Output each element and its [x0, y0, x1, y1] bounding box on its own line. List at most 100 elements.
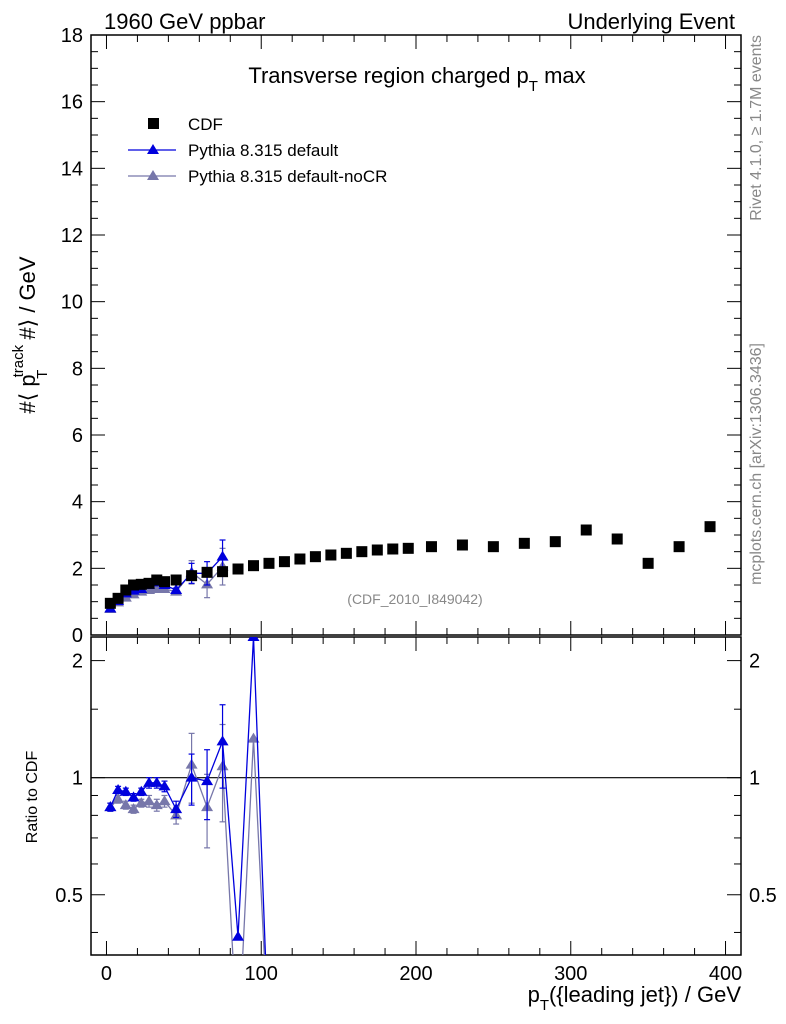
ratio-default-point: [170, 803, 183, 814]
ratio-default-series: [104, 637, 267, 955]
legend-label-nocr: Pythia 8.315 default-noCR: [188, 167, 387, 186]
svg-text:pT({leading jet}) / GeV: pT({leading jet}) / GeV: [528, 982, 742, 1014]
cdf-point: [201, 566, 213, 578]
title-main: Transverse region charged p: [248, 63, 528, 88]
ratio-nocr-point: [247, 732, 260, 743]
cdf-point: [611, 533, 623, 545]
main-y-ticks: 0 2 4 6 8 10 12 14 16 18: [61, 25, 741, 647]
cdf-point: [340, 547, 352, 559]
legend-marker-nocr: [147, 170, 159, 180]
xlabel-post: ({leading jet}) / GeV: [549, 982, 741, 1007]
ratio-nocr-point: [158, 795, 171, 806]
rivet-label: Rivet 4.1.0, ≥ 1.7M events: [748, 35, 765, 221]
cdf-point: [170, 574, 182, 586]
ratio-default-point: [247, 637, 260, 641]
x-tick-label: 300: [554, 963, 587, 985]
header-left: 1960 GeV ppbar: [104, 9, 265, 34]
cdf-point: [151, 574, 163, 586]
x-tick-label: 200: [399, 963, 432, 985]
mcplots-label: mcplots.cern.ch [arXiv:1306.3436]: [748, 343, 765, 585]
cdf-point: [549, 536, 561, 548]
cdf-point: [309, 551, 321, 563]
legend-item-default: Pythia 8.315 default: [128, 141, 339, 160]
cdf-point: [120, 584, 132, 596]
y-tick-label: 12: [61, 225, 83, 247]
legend-marker-default: [147, 144, 159, 154]
legend: CDF Pythia 8.315 default Pythia 8.315 de…: [128, 115, 387, 186]
ratio-default-point: [150, 776, 163, 787]
ratio-nocr-point: [150, 799, 163, 810]
xlabel-sub: T: [540, 997, 549, 1014]
title-sub: T: [529, 78, 538, 95]
cdf-point: [356, 546, 368, 558]
ratio-y-axis-label: Ratio to CDF: [24, 751, 41, 844]
ratio-data: [104, 637, 267, 955]
y-tick-label: 8: [72, 358, 83, 380]
y-tick-label: 16: [61, 92, 83, 114]
header-right: Underlying Event: [567, 9, 735, 34]
ylabel-pre: #⟨ p: [15, 374, 40, 413]
ratio-default-point: [158, 780, 171, 791]
cdf-point: [487, 541, 499, 553]
main-y-axis-label: #⟨ ptrack T #⟩ / GeV: [10, 256, 51, 413]
main-data: [104, 521, 716, 613]
ratio-nocr-point: [143, 795, 156, 806]
ratio-default-point: [232, 930, 245, 941]
legend-label-cdf: CDF: [188, 115, 223, 134]
default-point: [170, 584, 183, 594]
x-tick-label: 400: [709, 963, 742, 985]
cdf-point: [704, 521, 716, 533]
ratio-default-point: [216, 735, 229, 746]
y-tick-label: 6: [72, 425, 83, 447]
x-axis-label: pT({leading jet}) / GeV: [528, 982, 742, 1014]
x-tick-label: 100: [245, 963, 278, 985]
cdf-point: [387, 543, 399, 555]
legend-item-cdf: CDF: [148, 115, 223, 134]
analysis-label: (CDF_2010_I849042): [347, 591, 482, 607]
y-tick-label: 18: [61, 25, 83, 47]
cdf-point: [402, 542, 414, 554]
ratio-nocr-point: [112, 793, 125, 804]
x-tick-label: 0: [101, 963, 112, 985]
cdf-point: [425, 541, 437, 553]
legend-item-nocr: Pythia 8.315 default-noCR: [128, 167, 387, 186]
ylabel-post: #⟩ / GeV: [15, 256, 40, 346]
ratio-y-tick-label: 2: [72, 651, 83, 673]
ylabel-sup: track: [10, 344, 27, 377]
xlabel-pre: p: [528, 982, 540, 1007]
ratio-y-tick-label-right: 0.5: [749, 885, 777, 907]
cdf-series: [104, 521, 716, 609]
cdf-point: [278, 556, 290, 568]
ylabel-sub: T: [34, 370, 51, 379]
ratio-default-point: [127, 791, 140, 802]
cdf-point: [143, 577, 155, 589]
default-point: [216, 550, 229, 561]
cdf-point: [248, 560, 259, 572]
legend-label-default: Pythia 8.315 default: [188, 141, 339, 160]
y-tick-label: 4: [72, 492, 83, 514]
ratio-default-point: [185, 771, 198, 782]
cdf-point: [232, 563, 244, 575]
y-tick-label: 10: [61, 292, 83, 314]
nocr-point: [150, 583, 163, 593]
cdf-point: [294, 553, 306, 565]
legend-marker-cdf: [148, 118, 159, 129]
main-panel: 0 2 4 6 8 10 12 14 16 18 Transverse region charge…: [10, 25, 742, 647]
ratio-default-point: [112, 783, 125, 794]
cdf-point: [186, 570, 198, 582]
main-x-ticks: [105, 35, 727, 635]
cdf-point: [128, 579, 140, 591]
cdf-point: [217, 566, 229, 578]
ratio-default-point: [135, 785, 148, 796]
cdf-point: [135, 578, 147, 590]
ratio-nocr-point: [127, 803, 140, 814]
cdf-point: [580, 524, 592, 536]
cdf-point: [673, 541, 685, 553]
cdf-point: [371, 544, 383, 556]
y-tick-label: 2: [72, 558, 83, 580]
ratio-y-tick-label: 1: [72, 768, 83, 790]
title-tail: max: [538, 63, 586, 88]
ratio-default-point: [119, 785, 132, 796]
